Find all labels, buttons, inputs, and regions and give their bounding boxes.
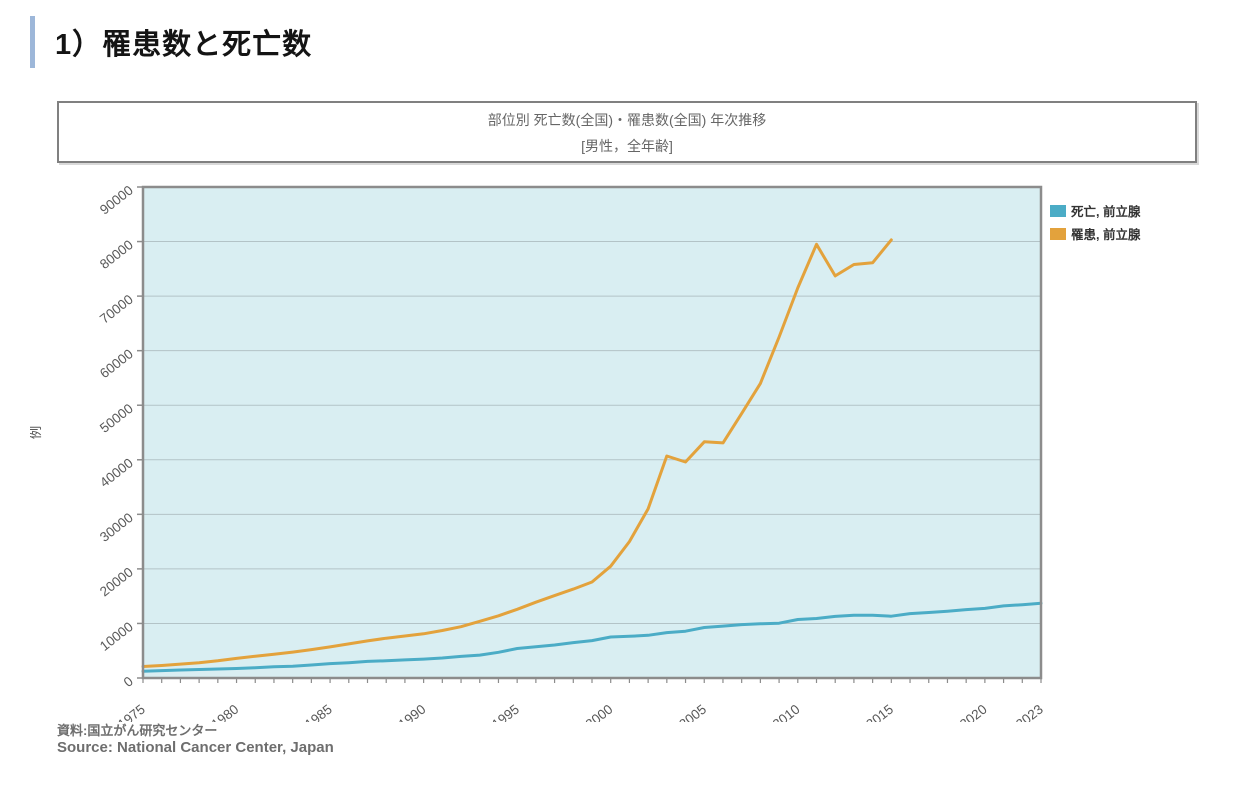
svg-text:50000: 50000 bbox=[97, 401, 136, 436]
chart-title: 部位別 死亡数(全国)・罹患数(全国) 年次推移 bbox=[487, 112, 767, 128]
svg-text:2015: 2015 bbox=[863, 702, 896, 722]
svg-text:2020: 2020 bbox=[957, 702, 990, 722]
svg-text:1975: 1975 bbox=[115, 702, 148, 722]
svg-text:90000: 90000 bbox=[97, 183, 136, 218]
line-chart: 0 10000 20000 30000 40000 50000 60000 70000 8000… bbox=[30, 183, 1046, 722]
svg-text:60000: 60000 bbox=[97, 346, 136, 381]
chart-subtitle: [男性，全年齢] bbox=[581, 138, 673, 154]
svg-text:2000: 2000 bbox=[583, 702, 616, 722]
legend-item-death: 死亡, 前立腺 bbox=[1050, 201, 1140, 220]
section-heading: 1）罹患数と死亡数 bbox=[30, 16, 312, 68]
source-note: 資料:国立がん研究センター Source: National Cancer Ce… bbox=[57, 722, 334, 757]
svg-text:2005: 2005 bbox=[676, 702, 709, 722]
page-title: 1）罹患数と死亡数 bbox=[55, 29, 313, 61]
svg-text:2010: 2010 bbox=[770, 702, 803, 722]
svg-text:1995: 1995 bbox=[489, 702, 522, 722]
death-series-swatch bbox=[1050, 204, 1066, 217]
incidence-series-label: 罹患, 前立腺 bbox=[1071, 228, 1141, 242]
svg-text:0: 0 bbox=[121, 674, 136, 690]
svg-text:10000: 10000 bbox=[97, 619, 136, 654]
chart-legend: 死亡, 前立腺 罹患, 前立腺 bbox=[1050, 201, 1140, 247]
svg-text:80000: 80000 bbox=[97, 237, 136, 272]
svg-text:1980: 1980 bbox=[208, 702, 241, 722]
heading-accent-bar bbox=[30, 16, 35, 68]
chart-title-box: 部位別 死亡数(全国)・罹患数(全国) 年次推移 [男性，全年齢] bbox=[57, 101, 1197, 163]
svg-text:20000: 20000 bbox=[97, 564, 136, 599]
svg-text:2023: 2023 bbox=[1013, 702, 1046, 722]
death-series-label: 死亡, 前立腺 bbox=[1071, 205, 1141, 219]
incidence-series-swatch bbox=[1050, 227, 1066, 240]
svg-text:1990: 1990 bbox=[396, 702, 429, 722]
source-line-en: Source: National Cancer Center, Japan bbox=[57, 739, 334, 756]
svg-text:1985: 1985 bbox=[302, 702, 335, 722]
source-line-ja: 資料:国立がん研究センター bbox=[57, 723, 218, 738]
svg-text:30000: 30000 bbox=[97, 510, 136, 545]
svg-text:40000: 40000 bbox=[97, 455, 136, 490]
svg-text:70000: 70000 bbox=[97, 292, 136, 327]
legend-item-incidence: 罹患, 前立腺 bbox=[1050, 224, 1140, 243]
svg-text:例: 例 bbox=[30, 426, 43, 440]
